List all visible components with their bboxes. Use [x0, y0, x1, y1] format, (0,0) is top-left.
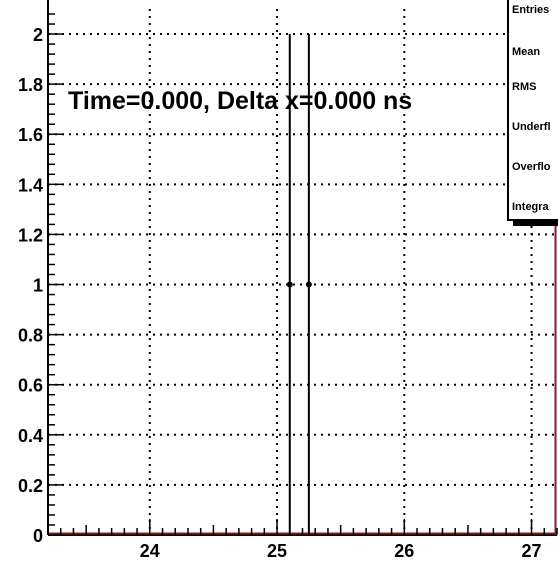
x-tick-label: 27: [522, 541, 542, 561]
x-tick-label: 26: [394, 541, 414, 561]
y-tick-label: 1.4: [18, 175, 43, 195]
stats-label: Overflo: [512, 161, 551, 173]
y-tick-label: 0.2: [18, 476, 43, 496]
stats-label: Entries: [512, 4, 549, 16]
y-tick-label: 1: [33, 276, 43, 296]
y-tick-label: 0.4: [18, 426, 43, 446]
data-point: [305, 281, 312, 288]
grid-lines: [48, 9, 557, 535]
x-tick-label: 24: [140, 541, 160, 561]
x-tick-label: 25: [267, 541, 287, 561]
y-tick-label: 0.6: [18, 376, 43, 396]
stats-label: RMS: [512, 81, 536, 93]
x-axis-tick-labels: 24 25 26 27: [140, 541, 542, 561]
stats-label: Underfl: [512, 121, 551, 133]
y-axis-tick-labels: 0 0.2 0.4 0.6 0.8 1 1.2 1.4 1.6 1.8 2: [18, 25, 43, 546]
data-point: [286, 281, 293, 288]
axis-ticks: [47, 13, 558, 536]
y-tick-label: 0.8: [18, 326, 43, 346]
y-tick-label: 1.8: [18, 75, 43, 95]
time-delta-annotation: Time=0.000, Delta x=0.000 ns: [68, 87, 412, 115]
stats-box-frame: [507, 0, 558, 221]
y-tick-label: 1.2: [18, 225, 43, 245]
y-tick-label: 2: [33, 25, 43, 45]
stats-label: Integra: [512, 201, 550, 213]
y-tick-label: 0: [33, 526, 43, 546]
data-points: [286, 34, 312, 535]
stats-label: Mean: [512, 46, 540, 58]
y-tick-label: 1.6: [18, 125, 43, 145]
plot-frame: [47, 0, 557, 536]
stats-box: Entries Mean RMS Underfl Overflo Integra: [507, 0, 558, 226]
